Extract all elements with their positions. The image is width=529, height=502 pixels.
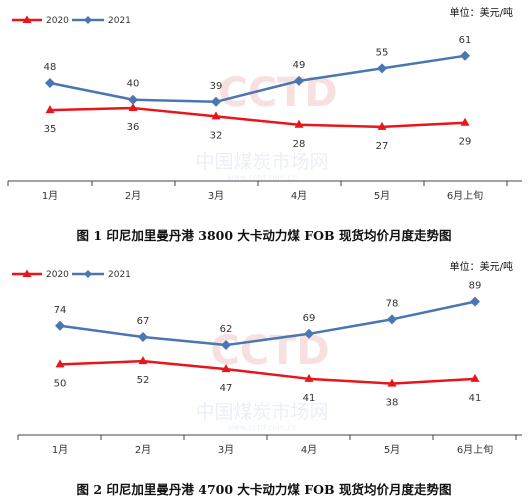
legend-2020-triangle-icon [22, 269, 32, 277]
series-2021-point [55, 320, 65, 331]
series-2021-line [59, 300, 476, 347]
legend-2021-diamond-icon [84, 16, 92, 24]
data-label-2020: 36 [127, 122, 140, 133]
chart-1: CCTD 中国煤炭市场网 www.cctd.com.cn 2020 2021 单… [7, 6, 522, 243]
watermark-cn: 中国煤炭市场网 [195, 151, 328, 173]
chart-1-category-labels: 1月 2月 3月 4月 5月 6月上旬 [42, 189, 483, 202]
data-label-2021: 48 [44, 62, 57, 73]
chart-1-title: 图 1 印尼加里曼丹港 3800 大卡动力煤 FOB 现货均价月度走势图 [77, 228, 452, 243]
chart-2-tick-marks [17, 435, 517, 440]
x-tick-label: 3月 [208, 190, 224, 202]
legend-2020-label: 2020 [46, 16, 69, 26]
legend-2021-diamond-icon [84, 270, 92, 278]
series-2020-point [387, 378, 397, 387]
series-2020-point [304, 373, 314, 382]
series-2020-point [55, 359, 65, 368]
series-2021-point [470, 296, 480, 307]
data-label-2021: 78 [386, 298, 399, 309]
series-2020-point [45, 105, 55, 114]
data-label-2020: 41 [469, 393, 482, 404]
data-label-2020: 38 [386, 398, 399, 409]
chart-1-series: 35 36 32 28 27 29 48 40 39 49 55 61 [44, 35, 472, 152]
series-2021-point [45, 77, 55, 88]
series-2021-point [387, 314, 397, 325]
legend-2020-label: 2020 [46, 270, 69, 280]
series-2021-point [460, 50, 470, 61]
chart-2-legend: 2020 2021 [12, 269, 131, 280]
x-tick-label: 4月 [301, 444, 317, 456]
series-2021-point [138, 332, 148, 343]
data-label-2021: 67 [137, 316, 150, 327]
data-label-2020: 35 [44, 124, 57, 135]
chart-2-unit-label: 单位：美元/吨 [450, 260, 513, 273]
data-label-2020: 41 [303, 393, 316, 404]
x-tick-label: 6月上旬 [457, 443, 493, 456]
watermark-url: www.cctd.com.cn [227, 423, 297, 432]
series-2021-point [294, 75, 304, 86]
series-2020-line [59, 359, 476, 385]
x-tick-label: 5月 [374, 190, 390, 202]
series-2020-point [138, 356, 148, 365]
series-2020-line [49, 106, 466, 129]
x-tick-label: 3月 [218, 444, 234, 456]
data-label-2021: 61 [459, 35, 472, 46]
data-label-2021: 62 [220, 324, 233, 335]
x-tick-label: 1月 [42, 190, 58, 202]
x-tick-label: 2月 [125, 190, 141, 202]
data-label-2020: 29 [459, 137, 472, 148]
chart-1-tick-marks [7, 181, 508, 186]
series-2021-point [304, 328, 314, 339]
data-label-2020: 28 [293, 139, 306, 150]
data-label-2020: 27 [376, 141, 389, 152]
chart-2-title: 图 2 印尼加里曼丹港 4700 大卡动力煤 FOB 现货均价月度走势图 [77, 482, 452, 497]
data-label-2021: 74 [54, 305, 67, 316]
series-2021-point [221, 340, 231, 351]
series-2021-line [49, 54, 466, 104]
series-2021-point [377, 63, 387, 74]
data-label-2020: 50 [54, 378, 67, 389]
series-2020-point [211, 111, 221, 120]
watermark-url: www.cctd.com.cn [227, 173, 297, 182]
series-2020-point [294, 119, 304, 128]
chart-2-series: 50 52 47 41 38 41 74 67 62 69 78 89 [54, 281, 482, 409]
data-label-2021: 49 [293, 60, 306, 71]
series-2020-point [470, 373, 480, 382]
watermark-cn: 中国煤炭市场网 [195, 401, 328, 423]
chart-2-category-labels: 1月 2月 3月 4月 5月 6月上旬 [52, 443, 493, 456]
data-label-2021: 55 [376, 47, 389, 58]
chart-2: CCTD 中国煤炭市场网 www.cctd.com.cn 2020 2021 单… [12, 260, 522, 497]
data-label-2021: 40 [127, 79, 140, 90]
data-label-2021: 39 [210, 81, 223, 92]
series-2021-point [128, 94, 138, 105]
data-label-2021: 69 [303, 313, 316, 324]
legend-2020-triangle-icon [22, 15, 32, 23]
series-2021-point [211, 96, 221, 107]
x-tick-label: 6月上旬 [447, 189, 483, 202]
series-2020-point [377, 121, 387, 130]
chart-1-legend: 2020 2021 [12, 15, 131, 26]
legend-2021-label: 2021 [108, 16, 131, 26]
legend-2021-label: 2021 [108, 270, 131, 280]
data-label-2021: 89 [469, 281, 482, 292]
x-tick-label: 2月 [135, 444, 151, 456]
x-tick-label: 4月 [291, 190, 307, 202]
series-2020-point [221, 364, 231, 373]
x-tick-label: 1月 [52, 444, 68, 456]
series-2020-point [460, 117, 470, 126]
x-tick-label: 5月 [384, 444, 400, 456]
series-2020-point [128, 103, 138, 112]
chart-1-unit-label: 单位：美元/吨 [450, 6, 513, 19]
data-label-2020: 47 [220, 383, 233, 394]
data-label-2020: 32 [210, 130, 223, 141]
data-label-2020: 52 [137, 375, 150, 386]
